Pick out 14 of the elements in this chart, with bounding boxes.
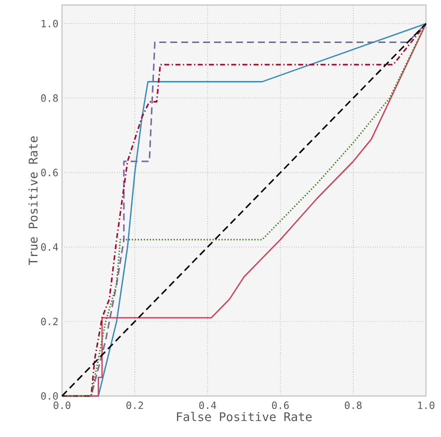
x-tick-label: 1.0	[418, 401, 434, 410]
x-tick-label: 0.4	[199, 401, 216, 410]
y-tick-label: 0.0	[41, 392, 58, 400]
x-axis-title: False Positive Rate	[176, 412, 312, 422]
y-tick-label: 0.6	[41, 168, 58, 176]
x-tick-label: 0.0	[54, 401, 70, 410]
y-tick-label: 0.2	[41, 318, 58, 326]
y-tick-label: 0.8	[41, 94, 58, 102]
x-tick-label: 0.6	[272, 401, 289, 410]
x-tick-label: 0.2	[126, 401, 143, 410]
y-tick-label: 0.4	[41, 243, 58, 251]
x-tick-label: 0.8	[344, 401, 362, 410]
y-tick-label: 1.0	[42, 20, 58, 28]
y-axis-title: True Positive Rate	[28, 136, 38, 265]
